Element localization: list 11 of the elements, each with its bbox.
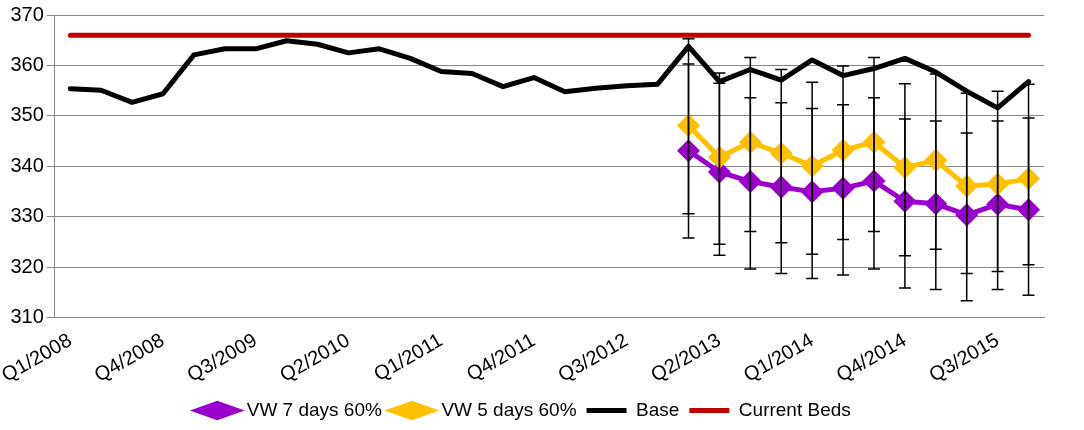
y-tick-label: 370 xyxy=(10,2,44,25)
y-tick-label: 360 xyxy=(10,52,44,75)
y-tick-label: 310 xyxy=(10,305,44,328)
y-tick-label: 350 xyxy=(10,103,44,126)
legend-label: Current Beds xyxy=(738,398,851,420)
legend-label: VW 7 days 60% xyxy=(246,398,382,420)
y-tick-label: 340 xyxy=(10,153,44,176)
legend-label: VW 5 days 60% xyxy=(441,398,577,420)
legend-label: Base xyxy=(636,398,680,420)
y-tick-label: 320 xyxy=(10,254,44,277)
y-tick-label: 330 xyxy=(10,204,44,227)
